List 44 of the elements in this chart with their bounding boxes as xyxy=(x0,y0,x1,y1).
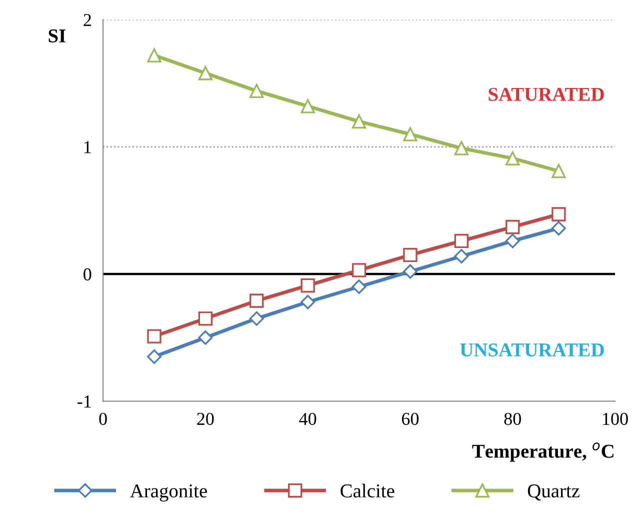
x-tick-label: 100 xyxy=(603,412,628,426)
y-tick-label: 0 xyxy=(84,268,92,280)
legend-label: Quartz xyxy=(528,484,580,500)
point xyxy=(352,114,366,129)
point xyxy=(352,280,366,294)
point xyxy=(552,164,566,178)
legend-label: Aragonite xyxy=(130,484,207,502)
point xyxy=(506,220,520,234)
point xyxy=(551,221,566,236)
point xyxy=(249,311,264,326)
point xyxy=(300,294,316,310)
point xyxy=(300,99,315,114)
point xyxy=(198,311,213,326)
x-tick-label: 80 xyxy=(504,412,521,426)
x-tick-label: 40 xyxy=(299,412,316,426)
x-tick-label: 0 xyxy=(99,412,107,426)
point xyxy=(198,66,213,80)
point xyxy=(250,294,264,308)
point xyxy=(506,151,520,166)
point xyxy=(198,330,213,345)
x-axis-title: Temperature, $^{o}$C xyxy=(472,442,614,462)
point xyxy=(147,349,162,364)
x-tick-label: 20 xyxy=(197,412,214,426)
annotation: SATURATED xyxy=(488,88,604,101)
point xyxy=(300,278,315,293)
point xyxy=(403,264,418,279)
annotation: UNSATURATED xyxy=(460,343,604,356)
x-tick-label: 60 xyxy=(402,412,419,426)
point xyxy=(352,263,366,278)
y-tick-label: -1 xyxy=(78,396,91,408)
point xyxy=(552,207,566,222)
legend-label: Calcite xyxy=(340,484,394,498)
y-tick-label: 2 xyxy=(84,14,91,26)
point xyxy=(454,141,469,156)
point xyxy=(454,249,469,264)
y-axis-title: SI xyxy=(48,29,66,42)
point xyxy=(454,234,469,248)
point xyxy=(505,234,520,248)
point xyxy=(147,48,162,62)
point xyxy=(250,84,264,98)
point xyxy=(403,127,418,142)
point xyxy=(403,248,418,262)
point xyxy=(147,329,162,344)
y-tick-label: 1 xyxy=(84,141,91,154)
